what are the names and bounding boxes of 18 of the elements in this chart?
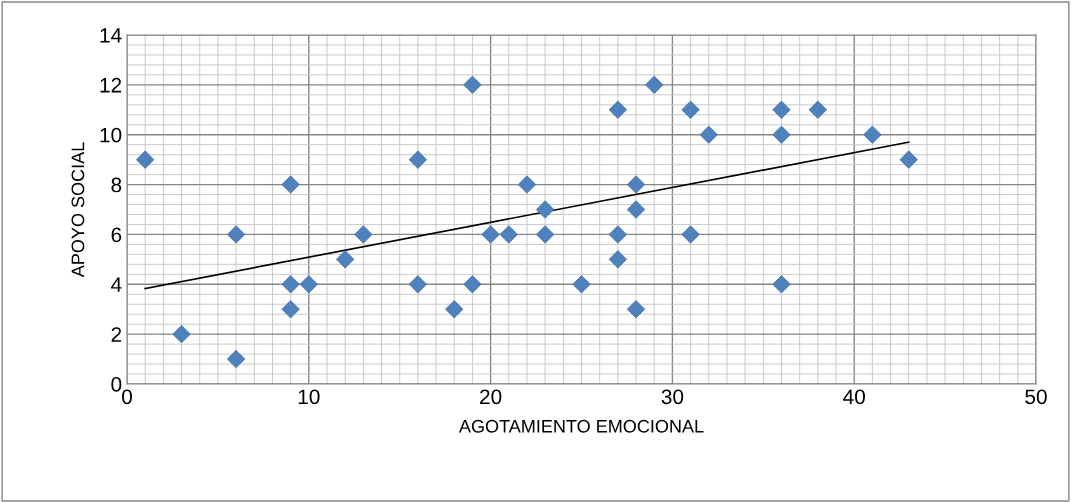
y-tick-label: 4 [111, 277, 122, 292]
point [517, 175, 537, 194]
x-tick-label: 0 [122, 389, 132, 405]
x-tick-label: 30 [661, 389, 684, 405]
y-tick-label: 0 [111, 377, 122, 392]
y-tick-label: 6 [111, 227, 122, 243]
y-axis-title: APOYO SOCIAL [71, 142, 85, 278]
y-tick-label: 12 [100, 77, 122, 93]
y-tick-label: 10 [100, 127, 122, 143]
x-axis-title: AGOTAMIENTO EMOCIONAL [458, 419, 704, 433]
y-tick-label: 2 [111, 327, 122, 342]
x-tick-label: 10 [298, 389, 320, 405]
x-tick-label: 50 [1025, 389, 1047, 405]
y-tick-label: 14 [100, 28, 122, 43]
point [626, 200, 646, 219]
y-tick-label: 8 [111, 177, 122, 193]
x-tick-label: 20 [480, 389, 502, 405]
x-tick-label: 40 [843, 389, 865, 405]
